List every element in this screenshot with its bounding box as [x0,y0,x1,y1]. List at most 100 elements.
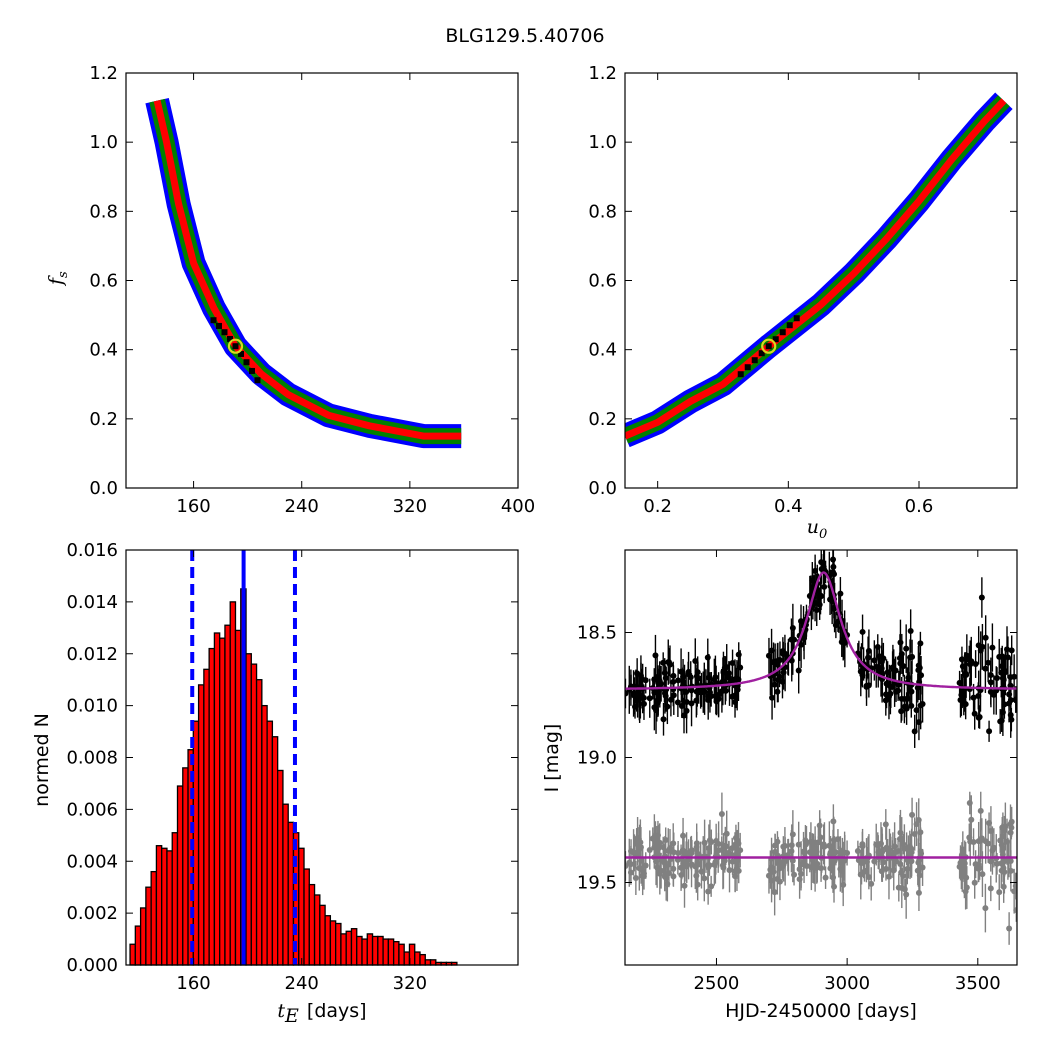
histogram-bar [340,933,347,966]
histogram-bar [277,769,284,966]
density-peak-cell [779,329,786,336]
ylabel-normed-n: normed N [31,713,53,807]
data-point [688,847,695,854]
data-point [818,593,825,600]
histogram-bar [319,904,326,966]
data-point [640,694,647,701]
y-tick-label: 0.012 [66,644,118,665]
y-tick-label: 0.002 [66,903,118,924]
data-point [874,644,881,651]
data-point [996,889,1003,896]
histogram-bar [308,883,316,966]
data-point [735,651,742,658]
data-point [791,871,798,878]
density-peak-cell [210,317,217,324]
data-point [625,862,629,869]
data-point [720,864,727,871]
data-point [1013,907,1017,914]
y-tick-label: 1.2 [89,63,118,84]
data-point [844,849,851,856]
histogram-bar [129,943,136,966]
data-point [917,640,924,647]
data-point [731,841,738,848]
data-point [729,678,736,685]
data-point [791,636,798,643]
histogram-bar [403,951,411,966]
data-point [688,700,695,707]
contour-red [625,98,1007,440]
density-peak-cell [772,336,779,343]
y-tick-label: 0.4 [89,340,118,361]
data-point [667,696,674,703]
data-point [1013,697,1017,704]
data-point [907,628,914,635]
data-point [704,862,711,869]
data-point [868,880,875,887]
histogram-bar [134,925,142,966]
y-tick-label: 0.6 [588,271,617,292]
data-point [982,905,989,912]
y-tick-label: 0.006 [66,799,118,820]
data-point [711,861,718,868]
histogram-bar [155,845,163,966]
data-point [1001,827,1008,834]
histogram-bar [150,870,158,966]
data-point [664,703,671,710]
histogram-bar [419,953,426,966]
y-tick-label: 0.2 [588,409,617,430]
data-point [1008,716,1015,723]
data-point [638,857,645,864]
data-point [971,710,978,717]
data-point [661,859,668,866]
data-point [918,672,925,679]
data-point [1006,691,1013,698]
density-peak-cell [744,364,751,371]
data-point [640,873,647,880]
y-tick-label: 0.8 [89,201,118,222]
data-point [913,821,920,828]
y-tick-label: 18.5 [577,623,617,644]
data-point [960,859,967,866]
data-point [772,842,779,849]
data-point [655,679,662,686]
data-point [628,848,635,855]
data-point [915,889,922,896]
data-point [649,835,656,842]
data-point [882,821,889,828]
data-point [1008,647,1015,654]
data-point [674,699,681,706]
xlabel-te: tE [days] [277,1000,366,1027]
data-point [898,695,905,702]
density-peak-cell [254,377,261,384]
histogram-bar [208,647,216,966]
density-peak-cell [758,350,765,357]
y-tick-label: 1.0 [89,132,118,153]
data-point [816,601,823,608]
y-tick-label: 0.014 [66,592,118,613]
data-point [627,869,634,876]
data-point [662,837,669,844]
data-point [908,845,915,852]
data-point [681,712,688,719]
data-point [897,639,904,646]
data-point [898,869,905,876]
y-tick-label: 0.008 [66,748,118,769]
data-point [726,867,733,874]
data-point [1011,673,1017,680]
best-fit-marker [227,338,244,354]
data-point [800,849,807,856]
data-point [774,659,781,666]
data-point [971,879,978,886]
data-point [822,874,829,881]
histogram-bar [329,920,337,966]
y-tick-label: 0.010 [66,696,118,717]
x-tick-label: 320 [393,973,427,994]
histogram-bar [356,935,363,966]
data-point [985,659,992,666]
y-tick-label: 1.2 [588,63,617,84]
data-point [967,838,974,845]
data-point [989,644,996,651]
data-point [959,663,966,670]
histogram-bar [335,922,342,966]
histogram-bar [324,915,332,966]
